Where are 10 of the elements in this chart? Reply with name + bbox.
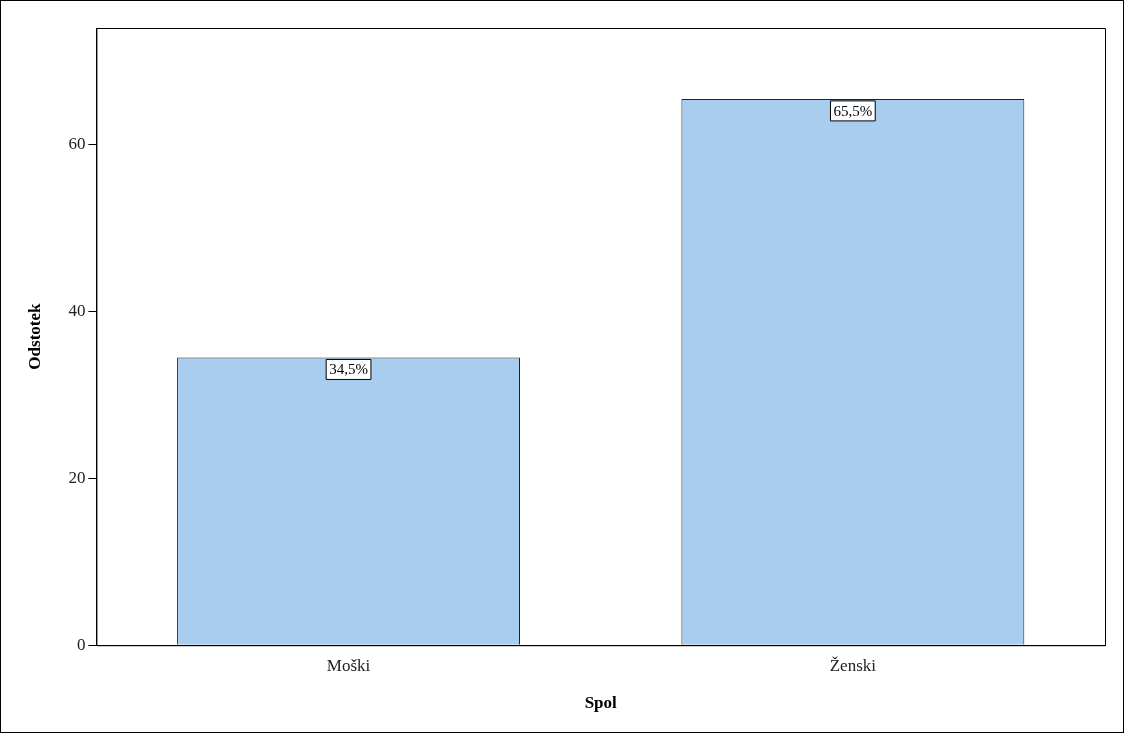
data-label: 34,5%	[329, 361, 368, 378]
y-axis-title: Odstotek	[24, 303, 44, 370]
y-tick-label: 60	[68, 134, 86, 154]
y-tick-label: 40	[68, 301, 86, 321]
y-tick-label: 0	[76, 634, 86, 654]
x-tick-label: Moški	[326, 655, 371, 675]
y-tick-label: 20	[68, 467, 86, 487]
x-axis-title: Spol	[584, 693, 618, 713]
x-tick-label: Ženski	[829, 655, 877, 675]
data-label: 65,5%	[833, 102, 873, 119]
